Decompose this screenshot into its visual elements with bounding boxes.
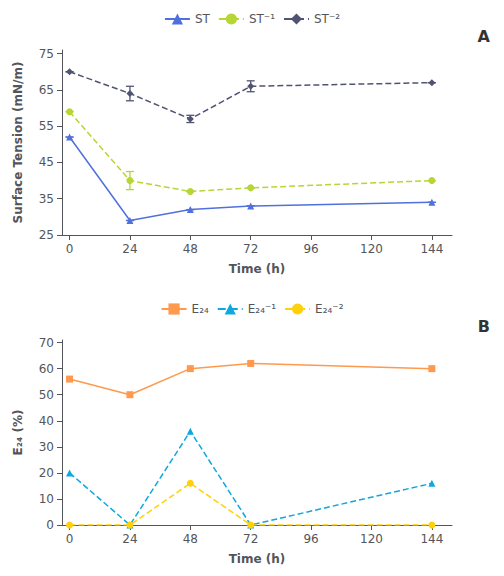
svg-text:96: 96 <box>303 242 318 256</box>
svg-text:60: 60 <box>39 362 54 376</box>
svg-text:20: 20 <box>39 466 54 480</box>
svg-text:50: 50 <box>39 388 54 402</box>
svg-text:A: A <box>478 27 491 46</box>
svg-text:65: 65 <box>39 83 54 97</box>
svg-text:E₂₄: E₂₄ <box>192 302 209 316</box>
svg-text:10: 10 <box>39 492 54 506</box>
svg-text:144: 144 <box>420 242 443 256</box>
svg-text:0: 0 <box>66 242 74 256</box>
svg-text:E₂₄⁻¹: E₂₄⁻¹ <box>248 302 277 316</box>
svg-text:30: 30 <box>39 440 54 454</box>
svg-text:75: 75 <box>39 47 54 61</box>
svg-text:48: 48 <box>183 532 198 546</box>
svg-text:72: 72 <box>243 532 258 546</box>
svg-text:Surface Tension (mN/m): Surface Tension (mN/m) <box>11 62 25 224</box>
svg-text:48: 48 <box>183 242 198 256</box>
svg-text:B: B <box>478 317 490 336</box>
svg-text:55: 55 <box>39 119 54 133</box>
svg-text:0: 0 <box>46 518 54 532</box>
svg-text:E₂₄⁻²: E₂₄⁻² <box>315 302 344 316</box>
svg-text:45: 45 <box>39 155 54 169</box>
svg-text:ST⁻²: ST⁻² <box>314 12 340 26</box>
svg-text:Time (h): Time (h) <box>229 552 286 566</box>
svg-text:24: 24 <box>122 242 137 256</box>
svg-text:96: 96 <box>303 532 318 546</box>
svg-text:0: 0 <box>66 532 74 546</box>
svg-text:ST⁻¹: ST⁻¹ <box>249 12 275 26</box>
svg-text:ST: ST <box>195 12 211 26</box>
svg-text:144: 144 <box>420 532 443 546</box>
svg-text:35: 35 <box>39 192 54 206</box>
svg-text:24: 24 <box>122 532 137 546</box>
svg-text:120: 120 <box>360 532 383 546</box>
svg-text:25: 25 <box>39 228 54 242</box>
svg-text:40: 40 <box>39 414 54 428</box>
svg-text:Time (h): Time (h) <box>229 262 286 276</box>
svg-text:72: 72 <box>243 242 258 256</box>
svg-text:120: 120 <box>360 242 383 256</box>
svg-text:70: 70 <box>39 336 54 350</box>
svg-text:E₂₄ (%): E₂₄ (%) <box>11 410 25 456</box>
